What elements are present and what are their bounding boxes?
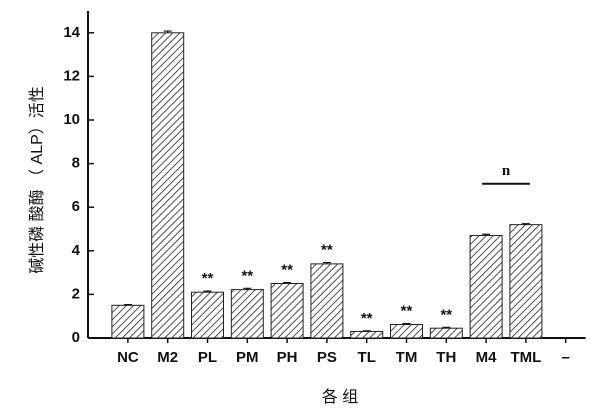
bar [390,323,423,339]
significance-label: ** [361,310,373,327]
bar [350,330,384,339]
bar [191,291,224,339]
x-tick-label: NC [117,349,139,366]
x-tick-label: PS [317,349,337,366]
bar [310,263,344,339]
y-tick-label: 0 [72,329,80,346]
significance-label: ** [241,267,253,284]
x-tick-label: TL [358,349,376,366]
y-tick-label: 14 [63,24,80,41]
x-axis-title: 各 组 [322,388,358,406]
x-tick-label: PH [277,349,298,366]
error-bar [482,233,491,236]
bar [429,327,463,339]
y-tick-label: 12 [63,67,80,84]
error-bar [203,290,212,293]
y-tick-label: 4 [72,242,81,259]
error-bar [163,30,172,33]
bar [230,289,264,339]
significance-label: ** [281,262,293,279]
significance-label: ** [440,306,452,323]
error-bar [402,323,411,325]
y-tick-label: 2 [72,285,80,302]
bar [509,224,543,339]
error-bar [322,261,331,264]
error-bar [283,282,292,284]
x-tick-label: – [562,349,570,366]
significance-label: ** [401,303,413,320]
y-tick-label: 6 [72,198,80,215]
x-tick-label: TH [436,349,456,366]
error-bar [442,326,451,329]
bar [111,304,145,339]
error-bar [362,330,371,332]
significance-label: n [502,163,511,179]
bar [270,283,304,339]
significance-label: ** [202,270,214,287]
x-tick-label: M2 [157,349,178,366]
bar [469,235,503,339]
bar [151,32,185,339]
y-tick-label: 8 [72,155,80,172]
error-bar [123,304,132,306]
x-tick-label: M4 [476,349,497,366]
error-bar [243,287,252,290]
y-tick-label: 10 [63,111,80,128]
x-tick-label: PL [198,349,217,366]
x-tick-label: TML [510,349,541,366]
y-axis-title: 碱性磷 酸酶 （ ALP）活性 [28,86,46,274]
significance-label: ** [321,242,333,259]
error-bar [521,223,530,225]
x-tick-label: TM [396,349,418,366]
x-tick-label: PM [236,349,259,366]
